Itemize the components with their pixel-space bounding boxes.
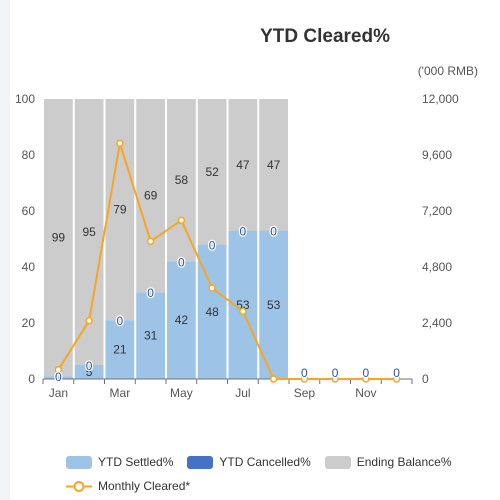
legend-swatch-settled [66, 455, 92, 469]
label-ending-balance-apr: 69 [144, 189, 158, 203]
bar-ending-balance-jul [228, 99, 258, 231]
legend-item-ending-balance[interactable]: Ending Balance% [324, 455, 452, 469]
chart-svg: Jan Mar May Jul Sep Nov 0 20 40 60 80 100 0 2,400 4,80… [15, 92, 459, 400]
bar-settled-feb [74, 365, 104, 379]
label-cancelled-dec: 0 [393, 366, 400, 380]
y2-tick-label-9,600: 9,600 [422, 148, 452, 162]
point-monthly-cleared-aug [269, 375, 278, 383]
bar-settled-may [167, 261, 196, 379]
y-tick-label-60: 60 [22, 204, 36, 218]
label-cancelled-mar: 0 [117, 314, 124, 328]
point-monthly-cleared-jan [54, 365, 63, 374]
label-cancelled-sep: 0 [301, 366, 308, 380]
label-settled-mar: 21 [113, 343, 127, 357]
bar-settled-mar [105, 320, 135, 379]
label-cancelled-aug: 0 [270, 225, 277, 239]
x-tick-label-may: May [170, 386, 193, 400]
x-tick-label-jul: Jul [235, 386, 250, 400]
bar-settled-aug [259, 230, 288, 379]
legend-item-monthly-cleared[interactable]: Monthly Cleared* [66, 479, 190, 493]
point-monthly-cleared-feb [85, 316, 93, 325]
bar-settled-jan [44, 376, 73, 379]
label-cancelled-jan: 0 [55, 370, 62, 384]
y-tick-label-0: 0 [28, 372, 35, 386]
label-ending-balance-may: 58 [175, 173, 189, 187]
label-ending-balance-jun: 52 [205, 165, 219, 179]
y2-tick-label-4,800: 4,800 [422, 260, 452, 274]
y2-tick-label-0: 0 [422, 372, 429, 386]
bar-ending-balance-jan [44, 99, 73, 377]
y-tick-label-80: 80 [22, 148, 36, 162]
label-settled-jun: 48 [205, 305, 219, 319]
legend-row-1: YTD Settled% YTD Cancelled% Ending Balan… [66, 450, 466, 474]
y-tick-label-20: 20 [22, 316, 36, 330]
legend-swatch-monthly-cleared [66, 480, 92, 492]
legend-item-cancelled[interactable]: YTD Cancelled% [187, 455, 311, 469]
legend-label-cancelled: YTD Cancelled% [219, 455, 311, 469]
label-ending-balance-mar: 79 [113, 203, 127, 217]
label-cancelled-jul: 0 [240, 225, 247, 239]
label-settled-apr: 31 [144, 329, 158, 343]
bar-ending-balance-jun [197, 99, 227, 245]
legend-label-monthly-cleared: Monthly Cleared* [98, 479, 191, 493]
legend-label-settled: YTD Settled% [98, 455, 174, 469]
x-tick-label-sep: Sep [294, 386, 316, 400]
point-monthly-cleared-apr [146, 237, 155, 246]
label-ending-balance-aug: 47 [267, 158, 281, 172]
y-tick-label-40: 40 [22, 260, 36, 274]
label-cancelled-jun: 0 [209, 239, 216, 253]
line-monthly-cleared [57, 143, 397, 380]
point-monthly-cleared-jun [208, 284, 216, 292]
x-tick-label-jan: Jan [49, 386, 68, 400]
legend-label-ending-balance: Ending Balance% [356, 455, 452, 469]
legend: YTD Settled% YTD Cancelled% Ending Balan… [66, 450, 466, 498]
bar-ending-balance-aug [259, 99, 288, 231]
y-tick-label-100: 100 [15, 92, 35, 106]
left-edge-strip [0, 0, 10, 500]
label-cancelled-feb: 0 [86, 359, 93, 373]
label-settled-feb: 5 [86, 365, 93, 379]
y2-tick-label-7,200: 7,200 [422, 204, 452, 218]
legend-swatch-ending-balance [324, 455, 351, 469]
point-monthly-cleared-jul [239, 307, 247, 316]
label-ending-balance-feb: 95 [82, 225, 96, 239]
label-cancelled-oct: 0 [332, 366, 339, 380]
legend-item-settled[interactable]: YTD Settled% [66, 455, 173, 469]
y2-tick-label-2,400: 2,400 [422, 316, 452, 330]
label-ending-balance-jan: 99 [52, 231, 66, 245]
label-settled-aug: 53 [267, 298, 281, 312]
point-monthly-cleared-dec [392, 375, 401, 383]
y2-tick-label-12,000: 12,000 [422, 92, 459, 106]
point-monthly-cleared-mar [116, 139, 124, 148]
label-cancelled-apr: 0 [147, 286, 154, 300]
bar-ending-balance-apr [136, 99, 165, 293]
chart-title: YTD Cleared% [260, 26, 390, 47]
bar-settled-apr [136, 292, 165, 379]
x-tick-label-mar: Mar [110, 386, 131, 400]
x-tick-label-nov: Nov [355, 386, 376, 400]
point-monthly-cleared-nov [362, 375, 370, 383]
point-monthly-cleared-oct [331, 375, 339, 383]
right-axis-unit: ('000 RMB) [417, 64, 478, 78]
bar-ending-balance-mar [105, 99, 135, 321]
legend-row-2: Monthly Cleared* [66, 474, 466, 498]
label-settled-may: 42 [175, 313, 189, 327]
bar-ending-balance-may [167, 99, 196, 262]
legend-swatch-cancelled [187, 455, 214, 469]
label-cancelled-may: 0 [178, 255, 185, 269]
label-ending-balance-jul: 47 [236, 158, 250, 172]
point-monthly-cleared-sep [300, 375, 309, 383]
point-monthly-cleared-may [177, 216, 186, 225]
label-cancelled-nov: 0 [363, 366, 370, 380]
